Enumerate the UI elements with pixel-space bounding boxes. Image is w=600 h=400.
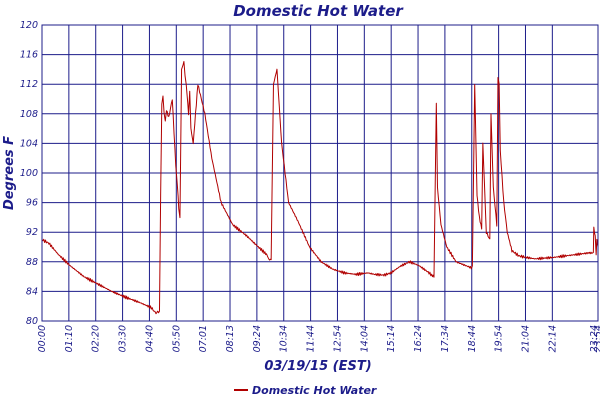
x-tick-label: 19:54 [494,325,505,352]
x-tick-label: 14:04 [359,325,370,352]
grid [42,24,598,322]
y-tick-label: 100 [20,168,38,179]
y-tick-label: 108 [20,109,38,120]
legend: Domestic Hot Water [234,384,377,397]
x-tick-label: 01:10 [64,325,75,352]
x-tick-label: 08:13 [225,325,236,352]
series-line-domestic-hot-water [41,61,599,315]
plot-frame [41,24,599,322]
y-tick-label: 96 [26,198,38,209]
y-tick-label: 80 [26,316,38,327]
x-tick-label: 02:20 [91,325,102,352]
x-tick-labels: 00:00 01:10 02:20 03:30 04:40 05:50 07:01 08:13… [37,325,600,352]
chart-title: Domestic Hot Water [233,2,404,20]
y-tick-label: 112 [20,79,38,90]
x-tick-label: 10:34 [279,325,290,352]
x-tick-label: 21:04 [520,325,531,352]
y-axis-label: Degrees F [2,136,17,210]
x-tick-label: 09:24 [252,325,263,352]
y-tick-label: 88 [26,257,38,268]
x-tick-label: 05:50 [171,325,182,352]
y-tick-label: 116 [20,50,38,61]
y-tick-label: 104 [20,138,38,149]
x-tick-label: 04:40 [144,325,155,352]
x-tick-label: 12:54 [332,325,343,352]
y-tick-labels: 80 84 88 92 96 100 104 108 112 116 120 [20,20,38,327]
x-axis-label: 03/19/15 (EST) [264,359,371,374]
x-tick-label: 00:00 [37,325,48,352]
y-tick-label: 92 [26,227,38,238]
series-group [41,61,599,315]
x-tick-label: 18:44 [467,325,478,352]
x-tick-label: 23:24 [589,325,600,352]
legend-label-domestic-hot-water: Domestic Hot Water [252,384,377,397]
x-tick-label: 11:44 [306,325,317,352]
y-tick-label: 120 [20,20,38,31]
x-tick-label: 16:24 [413,325,424,352]
x-tick-label: 22:14 [547,325,558,352]
x-tick-label: 17:34 [440,325,451,352]
x-tick-label: 15:14 [386,325,397,352]
x-tick-label: 07:01 [198,325,209,352]
y-tick-label: 84 [26,286,38,297]
x-tick-label: 03:30 [118,325,129,352]
x-tick-label: 23:54 [593,325,600,352]
